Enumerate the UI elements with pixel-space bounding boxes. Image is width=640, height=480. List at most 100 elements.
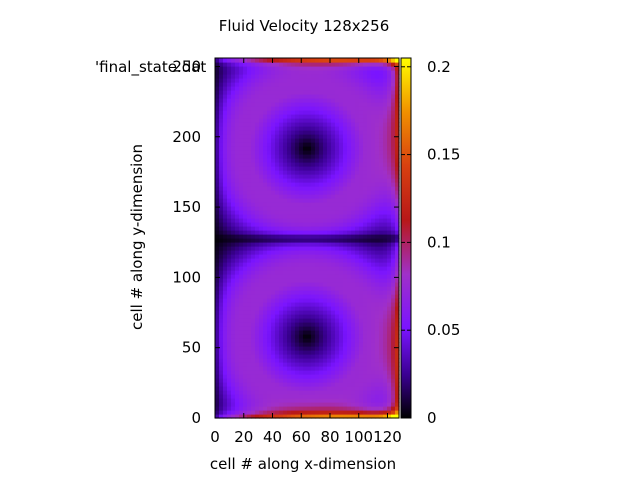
heatmap-cell [287,214,292,219]
heatmap-cell [283,266,288,271]
heatmap-cell [363,214,368,219]
heatmap-cell [287,226,292,231]
heatmap-cell [267,146,272,151]
heatmap-cell [371,130,376,135]
heatmap-cell [239,174,244,179]
heatmap-cell [339,90,344,95]
heatmap-cell [259,162,264,167]
heatmap-cell [367,374,372,379]
heatmap-cell [219,58,224,63]
heatmap-cell [255,406,260,411]
heatmap-cell [263,370,268,375]
heatmap-cell [283,102,288,107]
heatmap-cell [323,318,328,323]
heatmap-cell [283,278,288,283]
heatmap-cell [303,134,308,139]
heatmap-cell [331,394,336,399]
heatmap-cell [243,190,248,195]
heatmap-cell [223,134,228,139]
heatmap-cell [291,206,296,211]
heatmap-cell [387,342,392,347]
heatmap-cell [287,178,292,183]
heatmap-cell [343,82,348,87]
heatmap-cell [223,250,228,255]
heatmap-cell [307,158,312,163]
heatmap-cell [395,226,400,231]
heatmap-cell [243,118,248,123]
heatmap-cell [223,182,228,187]
heatmap-cell [351,310,356,315]
heatmap-cell [331,414,336,419]
heatmap-cell [295,358,300,363]
heatmap-cell [339,394,344,399]
heatmap-cell [215,118,220,123]
heatmap-cell [239,338,244,343]
heatmap-cell [355,158,360,163]
heatmap-cell [287,98,292,103]
heatmap-cell [323,170,328,175]
heatmap-cell [315,258,320,263]
heatmap-cell [307,58,312,63]
heatmap-cell [231,326,236,331]
heatmap-cell [387,350,392,355]
heatmap-cell [219,66,224,71]
heatmap-cell [315,174,320,179]
heatmap-cell [279,294,284,299]
heatmap-cell [367,222,372,227]
heatmap-cell [383,342,388,347]
heatmap-cell [227,78,232,83]
heatmap-cell [287,262,292,267]
heatmap-cell [319,406,324,411]
heatmap-cell [319,318,324,323]
heatmap-cell [323,342,328,347]
heatmap-cell [219,230,224,235]
heatmap-cell [391,278,396,283]
heatmap-cell [311,66,316,71]
heatmap-cell [223,102,228,107]
heatmap-cell [267,302,272,307]
heatmap-cell [383,162,388,167]
heatmap-cell [219,226,224,231]
heatmap-cell [375,402,380,407]
heatmap-cell [351,210,356,215]
heatmap-cell [359,114,364,119]
heatmap-cell [319,222,324,227]
heatmap-cell [375,414,380,419]
heatmap-cell [307,414,312,419]
heatmap-cell [287,130,292,135]
heatmap-cell [287,162,292,167]
heatmap-cell [343,266,348,271]
heatmap-cell [259,334,264,339]
heatmap-cell [271,174,276,179]
heatmap-cell [323,190,328,195]
heatmap-cell [271,150,276,155]
heatmap-cell [263,338,268,343]
heatmap-cell [391,222,396,227]
heatmap-cell [255,210,260,215]
heatmap-cell [251,178,256,183]
heatmap-cell [215,394,220,399]
heatmap-cell [355,194,360,199]
heatmap-cell [239,226,244,231]
heatmap-cell [387,322,392,327]
heatmap-cell [331,378,336,383]
heatmap-cell [363,274,368,279]
heatmap-cell [279,346,284,351]
heatmap-cell [227,94,232,99]
heatmap-cell [387,338,392,343]
heatmap-cell [295,274,300,279]
heatmap-cell [375,350,380,355]
heatmap-cell [359,246,364,251]
heatmap-cell [295,150,300,155]
heatmap-cell [311,222,316,227]
heatmap-cell [351,194,356,199]
heatmap-cell [287,290,292,295]
heatmap-cell [279,130,284,135]
heatmap-cell [275,370,280,375]
heatmap-cell [283,226,288,231]
heatmap-cell [239,310,244,315]
heatmap-cell [235,222,240,227]
heatmap-cell [223,78,228,83]
heatmap-cell [347,342,352,347]
heatmap-cell [255,146,260,151]
